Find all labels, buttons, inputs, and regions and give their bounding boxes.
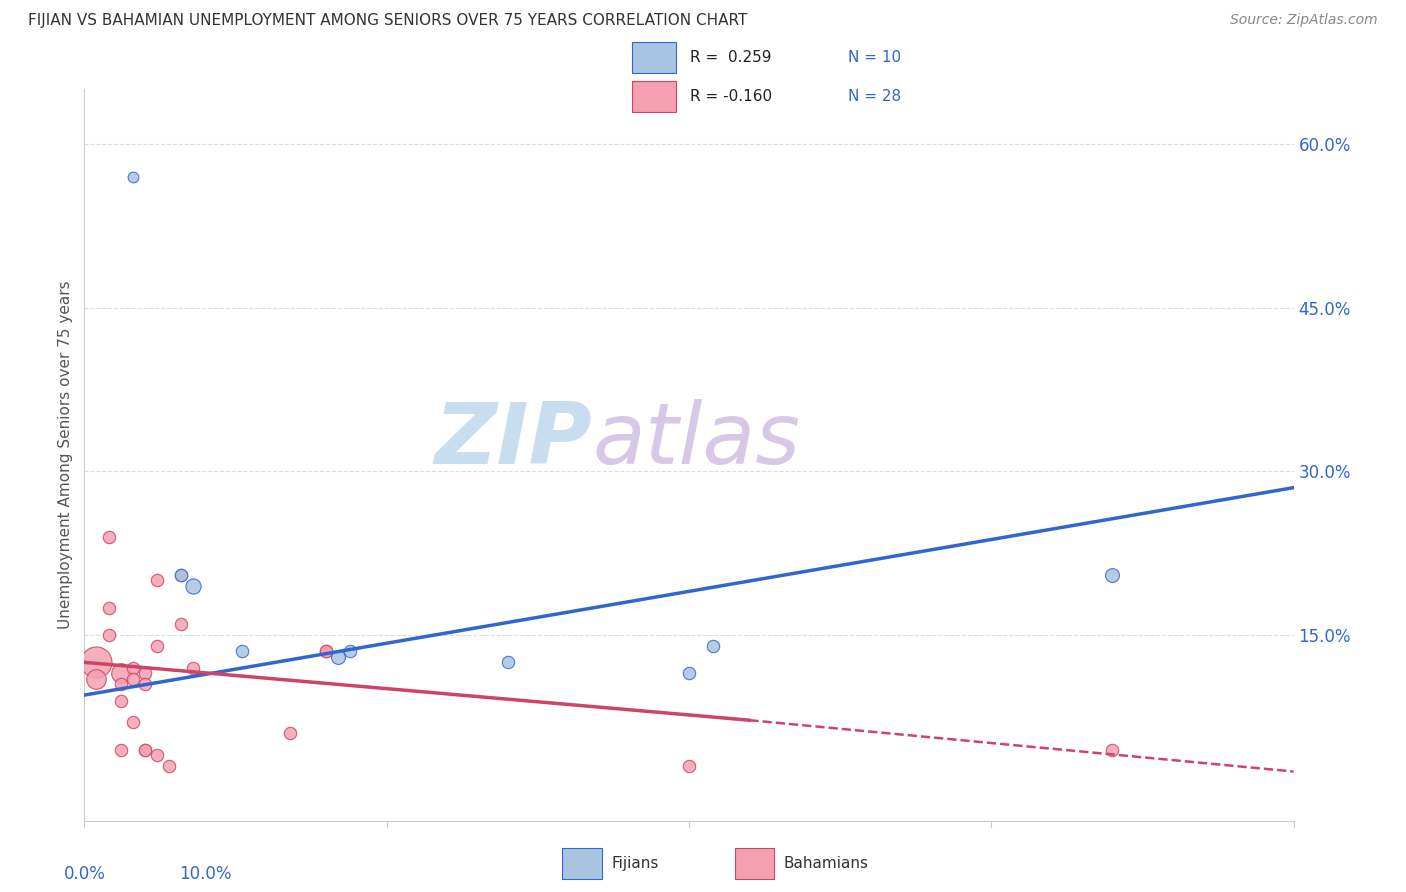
Point [97, 600, 120, 615]
Point [97, 530, 120, 544]
Point [86, 656, 108, 670]
Point [1101, 742, 1123, 756]
Point [678, 759, 700, 773]
Point [121, 715, 143, 730]
Point [121, 661, 143, 675]
Point [110, 742, 132, 756]
Point [170, 617, 193, 632]
Point [170, 568, 193, 582]
Point [146, 639, 169, 653]
Point [702, 639, 724, 653]
Text: R = -0.160: R = -0.160 [689, 89, 772, 104]
Bar [734, 848, 773, 879]
Point [157, 759, 180, 773]
Point [134, 742, 156, 756]
Point [278, 726, 301, 740]
Text: ZIP: ZIP [434, 399, 592, 482]
Point [496, 656, 519, 670]
Point [134, 742, 156, 756]
Point [315, 644, 337, 658]
Text: N = 28: N = 28 [848, 89, 901, 104]
Point [1101, 568, 1123, 582]
Bar [633, 43, 676, 73]
Point [678, 666, 700, 681]
Point [170, 568, 193, 582]
Point [328, 649, 350, 664]
Text: Source: ZipAtlas.com: Source: ZipAtlas.com [1230, 13, 1378, 28]
Text: FIJIAN VS BAHAMIAN UNEMPLOYMENT AMONG SENIORS OVER 75 YEARS CORRELATION CHART: FIJIAN VS BAHAMIAN UNEMPLOYMENT AMONG SE… [28, 13, 748, 29]
Point [110, 666, 132, 681]
Bar [562, 848, 602, 879]
Text: 0.0%: 0.0% [63, 864, 105, 882]
Point [121, 672, 143, 686]
Point [121, 169, 143, 184]
Point [86, 672, 108, 686]
Text: Fijians: Fijians [612, 855, 659, 871]
Point [231, 644, 253, 658]
Point [181, 579, 204, 593]
Point [181, 661, 204, 675]
Point [97, 628, 120, 642]
Point [110, 677, 132, 691]
Text: 10.0%: 10.0% [179, 864, 232, 882]
Text: R =  0.259: R = 0.259 [689, 50, 770, 65]
Text: Bahamians: Bahamians [785, 855, 869, 871]
Point [315, 644, 337, 658]
Point [146, 574, 169, 588]
Text: N = 10: N = 10 [848, 50, 901, 65]
Y-axis label: Unemployment Among Seniors over 75 years: Unemployment Among Seniors over 75 years [58, 281, 73, 629]
Point [134, 677, 156, 691]
Text: atlas: atlas [592, 399, 800, 482]
Bar [633, 81, 676, 112]
Point [339, 644, 361, 658]
Point [134, 666, 156, 681]
Point [146, 748, 169, 763]
Point [110, 693, 132, 707]
